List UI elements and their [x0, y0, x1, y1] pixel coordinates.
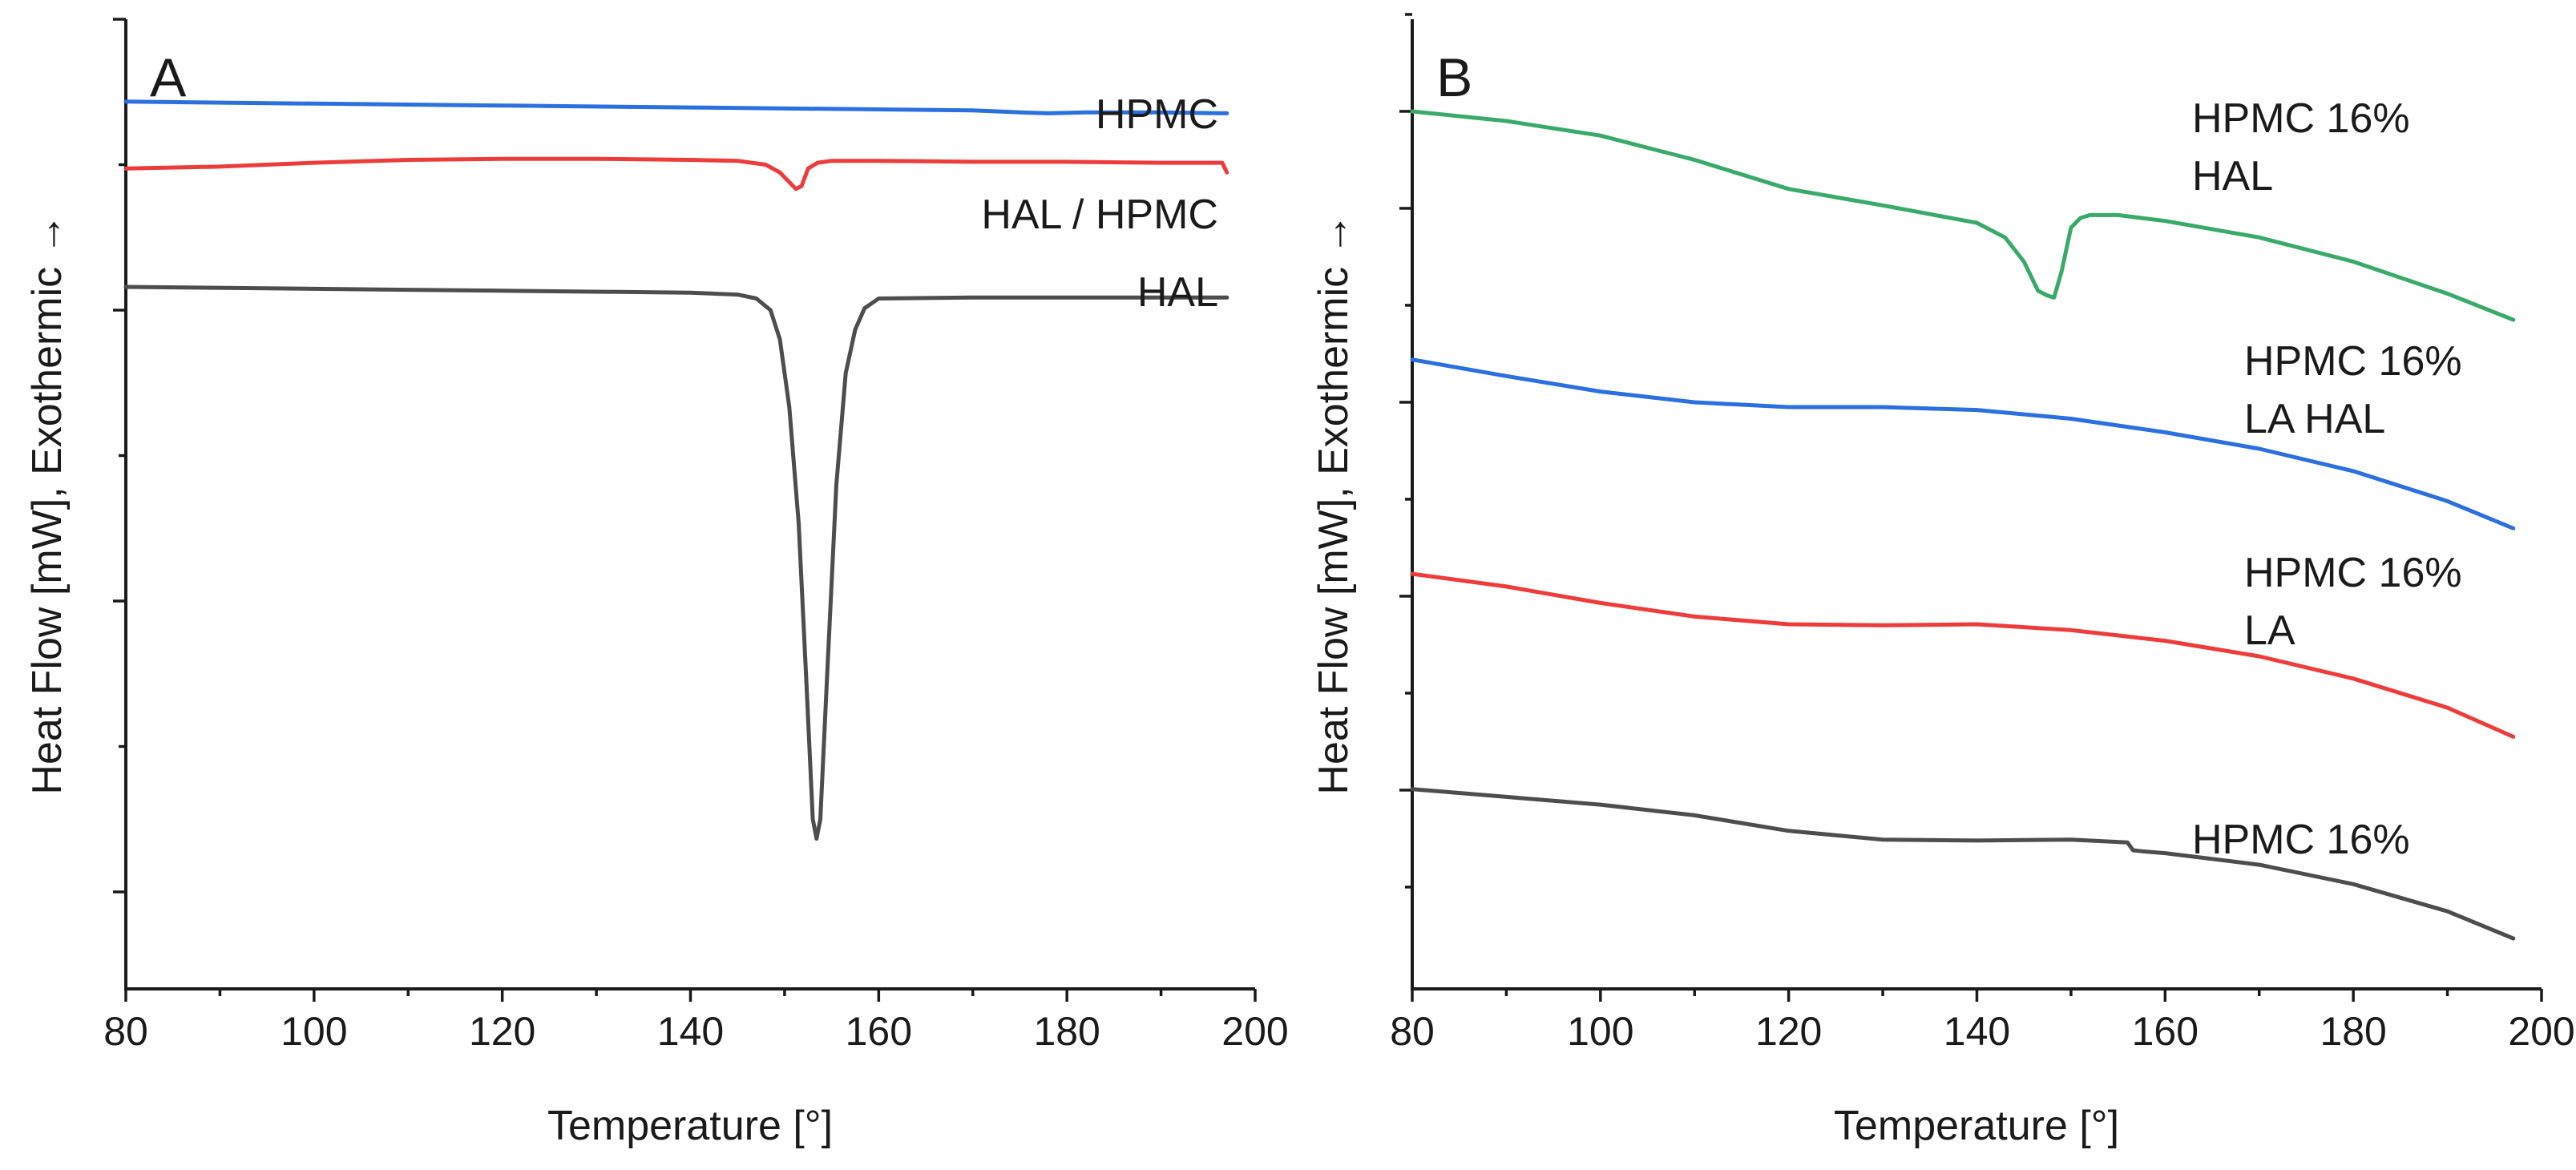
panel-a-x-tick-label: 160 [846, 1009, 912, 1054]
panel-a-x-tick-label: 80 [103, 1009, 148, 1054]
series-line-hal-hpmc [123, 156, 1229, 192]
panel-a-x-tick-label: 200 [1221, 1009, 1288, 1054]
series-label-hal: HAL [1137, 269, 1218, 316]
panel-a-x-tick-label: 180 [1033, 1009, 1100, 1054]
series-line-hpmc [123, 99, 1229, 115]
series-label-hpmc: HPMC [1096, 91, 1218, 138]
series-line-hpmc-16-hal [1410, 109, 2516, 322]
panel-b-x-tick-label: 100 [1567, 1009, 1633, 1054]
panel-b-y-axis-title: Heat Flow [mW], Exothermic → [1310, 213, 1357, 794]
panel-a-x-axis-title: Temperature [°] [547, 1103, 833, 1149]
panel-a-y-ticks [113, 18, 126, 894]
panel-a-x-ticks: 80 100 120 140 160 180 200 [103, 989, 1289, 1054]
panel-b-series [1410, 109, 2516, 941]
panel-a-series [123, 99, 1229, 841]
panel-b-x-ticks: 80 100 120 140 160 180 200 [1390, 989, 2575, 1054]
series-line-hal [123, 284, 1229, 841]
series-label-hal-hpmc: HAL / HPMC [981, 192, 1218, 238]
series-label-hpmc-16-la-hal: HPMC 16% [2244, 338, 2462, 385]
series-label-hpmc-16-hal: HAL [2192, 153, 2273, 200]
series-line-hpmc-16 [1410, 787, 2516, 941]
panel-b-label: B [1436, 47, 1472, 108]
panel-b-x-tick-label: 120 [1755, 1009, 1822, 1054]
panel-b-x-tick-label: 140 [1944, 1009, 2010, 1054]
series-line-hpmc-16-la [1410, 571, 2516, 739]
panel-a-label: A [150, 47, 187, 108]
panel-a: 80 100 120 140 160 180 200 HPMC HAL / HPMC HAL A… [24, 18, 1289, 1149]
panel-b-x-tick-label: 180 [2320, 1009, 2386, 1054]
panel-b-series-labels: HPMC 16% HAL HPMC 16% LA HAL HPMC 16% LA HPMC … [2192, 95, 2462, 863]
series-label-hpmc-16-la-hal: LA HAL [2244, 396, 2385, 442]
series-label-hpmc-16: HPMC 16% [2192, 817, 2410, 863]
series-line-hpmc-16-la-hal [1410, 357, 2516, 531]
panel-a-x-tick-label: 140 [657, 1009, 724, 1054]
panel-b-x-tick-label: 200 [2508, 1009, 2574, 1054]
series-label-hpmc-16-la: LA [2244, 607, 2295, 654]
panel-b-y-ticks [1399, 13, 1412, 889]
panel-a-x-tick-label: 100 [281, 1009, 347, 1054]
series-label-hpmc-16-hal: HPMC 16% [2192, 95, 2410, 142]
series-label-hpmc-16-la: HPMC 16% [2244, 550, 2462, 596]
panel-a-series-labels: HPMC HAL / HPMC HAL [981, 91, 1218, 316]
panel-b-x-axis-title: Temperature [°] [1834, 1103, 2119, 1149]
panel-a-x-tick-label: 120 [469, 1009, 535, 1054]
panel-b-x-tick-label: 80 [1390, 1009, 1435, 1054]
panel-a-y-axis-title: Heat Flow [mW], Exothermic → [24, 213, 71, 794]
panel-b-x-tick-label: 160 [2132, 1009, 2198, 1054]
